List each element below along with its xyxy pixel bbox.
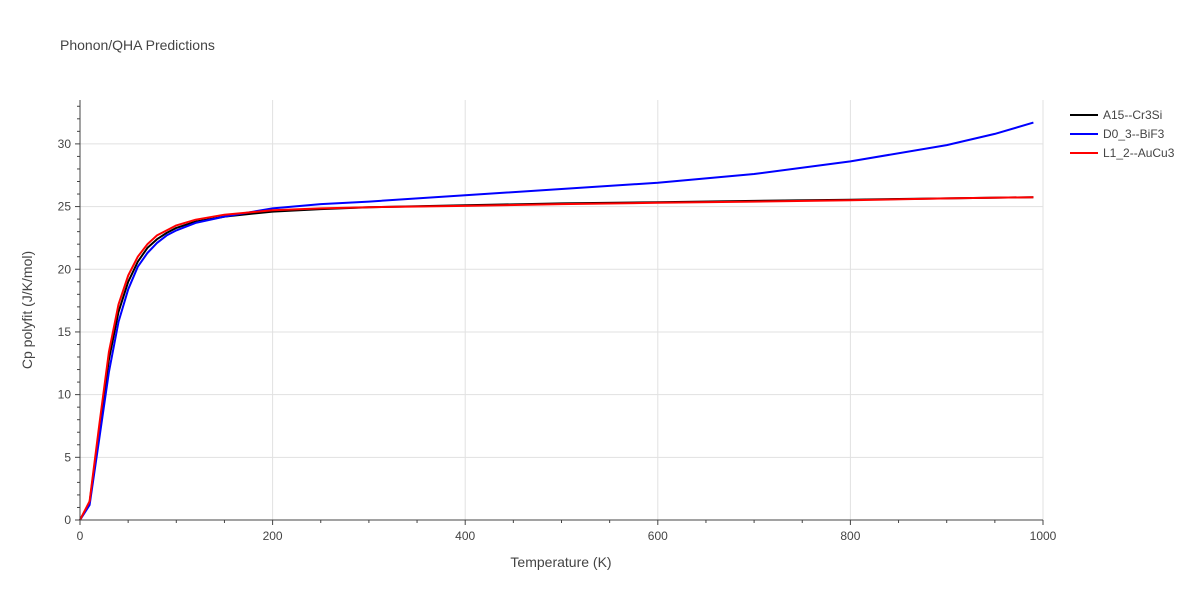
y-axis-title: Cp polyfit (J/K/mol) <box>19 251 35 369</box>
plot-series <box>79 121 1034 521</box>
legend-label: A15--Cr3Si <box>1103 108 1162 122</box>
x-axis-title: Temperature (K) <box>510 554 611 570</box>
y-tick-label: 30 <box>58 137 72 151</box>
x-tick-label: 0 <box>77 529 84 543</box>
chart-title: Phonon/QHA Predictions <box>60 37 215 53</box>
y-tick-label: 10 <box>58 388 72 402</box>
series-line <box>79 196 1034 521</box>
legend-item[interactable]: D0_3--BiF3 <box>1070 127 1165 141</box>
legend-label: L1_2--AuCu3 <box>1103 146 1175 160</box>
series-line <box>79 196 1034 521</box>
legend-item[interactable]: L1_2--AuCu3 <box>1070 146 1175 160</box>
y-tick-label: 15 <box>58 325 72 339</box>
series-line <box>79 121 1034 521</box>
legend-label: D0_3--BiF3 <box>1103 127 1165 141</box>
legend-item[interactable]: A15--Cr3Si <box>1070 108 1162 122</box>
x-tick-label: 600 <box>648 529 668 543</box>
y-tick-label: 5 <box>64 450 71 464</box>
tick-labels: 0 200 400 600 800 1000 0 5 10 15 20 25 30 <box>58 137 1057 543</box>
x-tick-label: 200 <box>263 529 283 543</box>
axes <box>75 100 1044 525</box>
gridlines <box>80 100 1044 520</box>
x-tick-label: 1000 <box>1030 529 1057 543</box>
legend[interactable]: A15--Cr3Si D0_3--BiF3 L1_2--AuCu3 <box>1070 108 1175 160</box>
x-tick-label: 800 <box>840 529 860 543</box>
y-tick-label: 20 <box>58 262 72 276</box>
y-tick-label: 25 <box>58 200 72 214</box>
x-tick-label: 400 <box>455 529 475 543</box>
y-tick-label: 0 <box>64 513 71 527</box>
